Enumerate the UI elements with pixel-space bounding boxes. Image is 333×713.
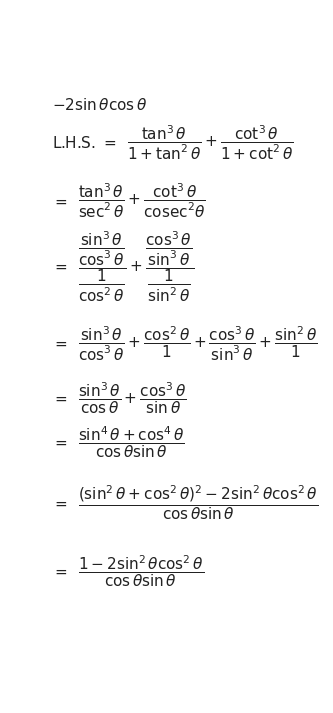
Text: $\dfrac{\tan^3\theta}{1+\tan^2\theta}+\dfrac{\cot^3\theta}{1+\cot^2\theta}$: $\dfrac{\tan^3\theta}{1+\tan^2\theta}+\d…: [127, 124, 293, 163]
Text: $=$: $=$: [52, 435, 68, 450]
Text: $=$: $=$: [52, 193, 68, 208]
Text: $\dfrac{\sin^3\theta}{\cos^3\theta}+\dfrac{\cos^2\theta}{1}+\dfrac{\cos^3\theta}: $\dfrac{\sin^3\theta}{\cos^3\theta}+\dfr…: [78, 324, 317, 363]
Text: $=$: $=$: [52, 260, 68, 275]
Text: $\dfrac{\sin^3\theta}{\cos\theta}+\dfrac{\cos^3\theta}{\sin\theta}$: $\dfrac{\sin^3\theta}{\cos\theta}+\dfrac…: [78, 381, 186, 416]
Text: $-2\sin\theta\cos\theta$: $-2\sin\theta\cos\theta$: [52, 97, 147, 113]
Text: L.H.S. $=$: L.H.S. $=$: [52, 135, 116, 151]
Text: $\dfrac{\dfrac{\sin^3\theta}{\cos^3\theta}}{\dfrac{1}{\cos^2\theta}}+\dfrac{\dfr: $\dfrac{\dfrac{\sin^3\theta}{\cos^3\thet…: [78, 230, 194, 304]
Text: $=$: $=$: [52, 336, 68, 351]
Text: $=$: $=$: [52, 496, 68, 511]
Text: $\dfrac{\tan^3\theta}{\sec^2\theta}+\dfrac{\cot^3\theta}{\mathrm{cosec}^2\theta}: $\dfrac{\tan^3\theta}{\sec^2\theta}+\dfr…: [78, 182, 205, 220]
Text: $\dfrac{(\sin^2\theta+\cos^2\theta)^2-2\sin^2\theta\cos^2\theta}{\cos\theta\sin\: $\dfrac{(\sin^2\theta+\cos^2\theta)^2-2\…: [78, 483, 318, 522]
Text: $\dfrac{1-2\sin^2\theta\cos^2\theta}{\cos\theta\sin\theta}$: $\dfrac{1-2\sin^2\theta\cos^2\theta}{\co…: [78, 554, 204, 589]
Text: $\dfrac{\sin^4\theta+\cos^4\theta}{\cos\theta\sin\theta}$: $\dfrac{\sin^4\theta+\cos^4\theta}{\cos\…: [78, 425, 184, 460]
Text: $=$: $=$: [52, 391, 68, 406]
Text: $=$: $=$: [52, 564, 68, 579]
